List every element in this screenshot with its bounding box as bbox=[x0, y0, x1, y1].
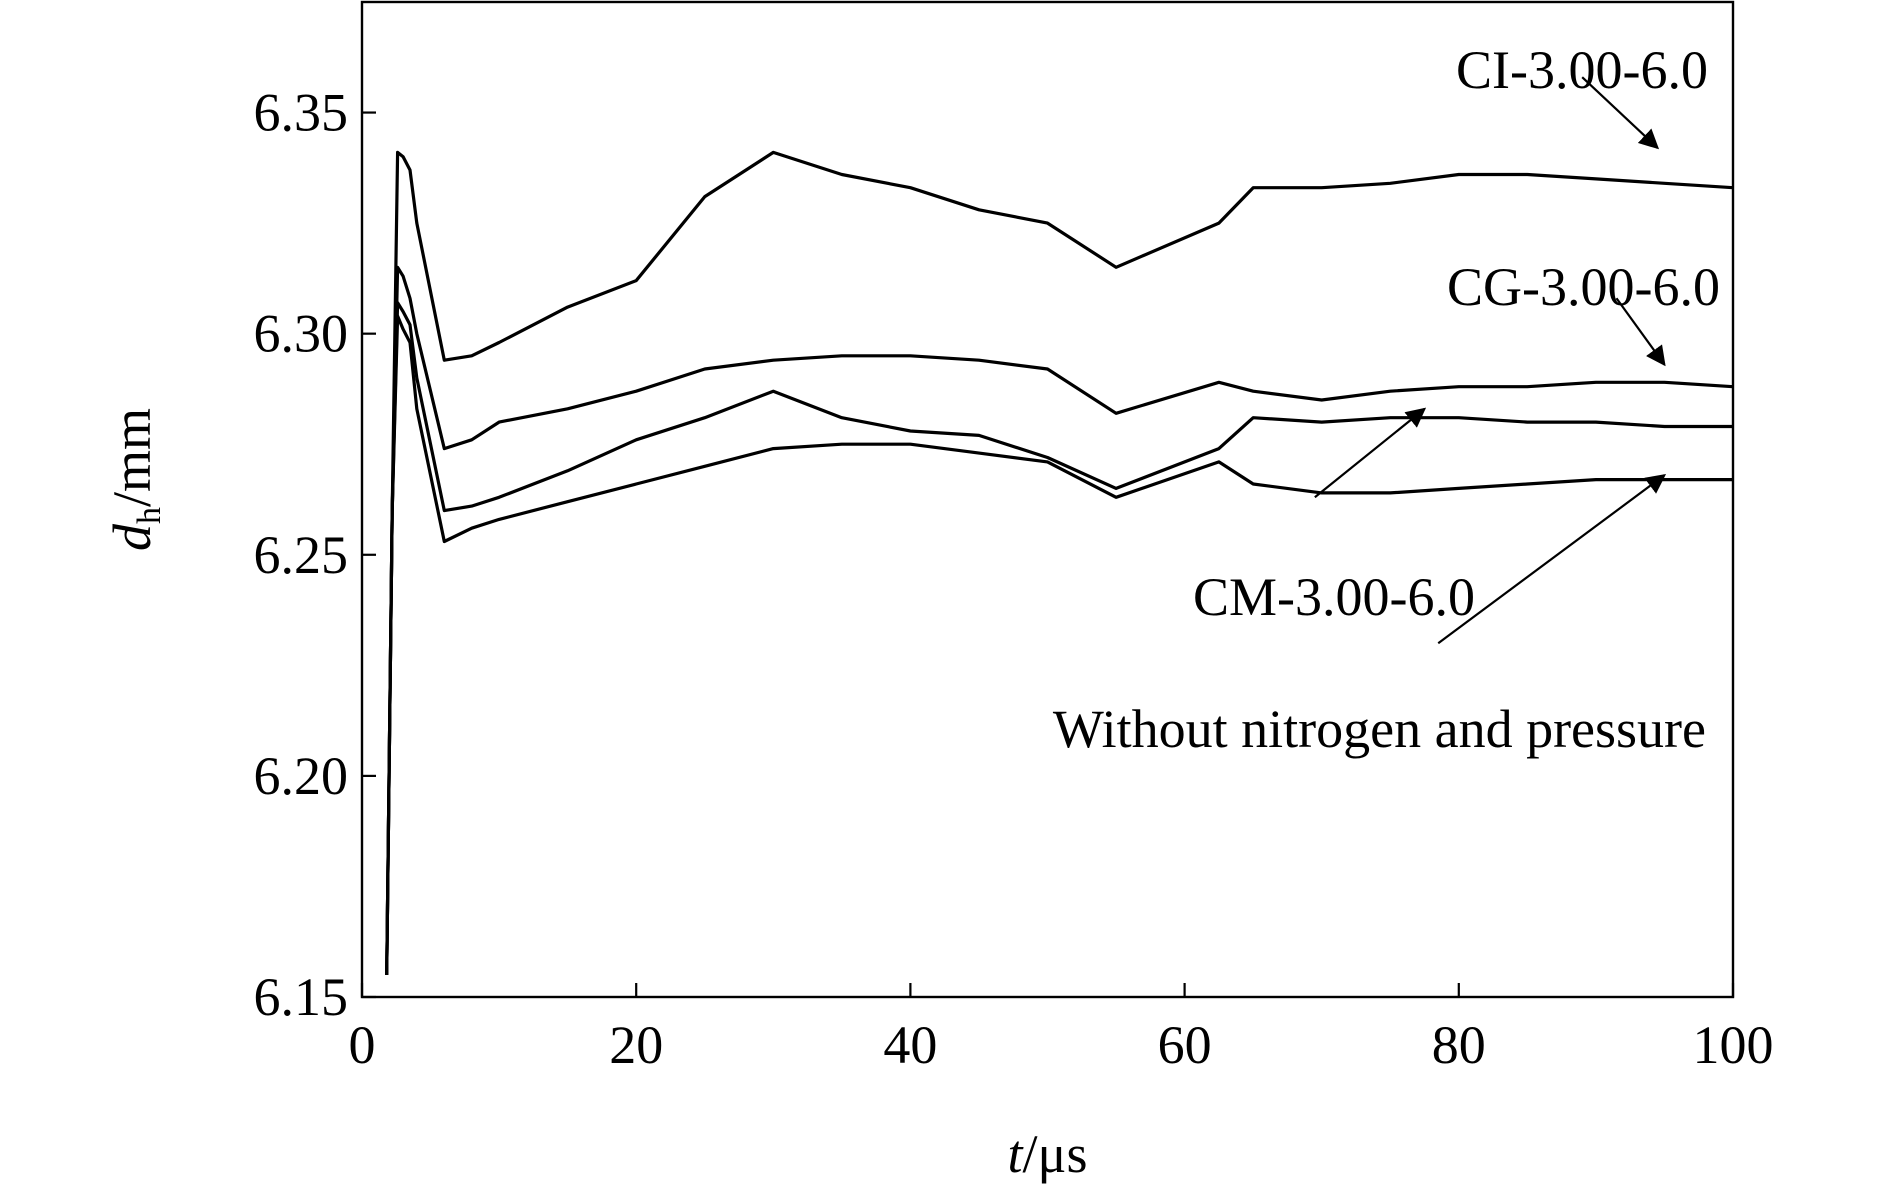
series-label-cm-3-00-6-0: CM-3.00-6.0 bbox=[1193, 567, 1475, 627]
arrow-ci-3-00-6-0 bbox=[1581, 76, 1660, 150]
arrow-cg-3-00-6-0 bbox=[1615, 297, 1666, 367]
x-tick-label: 80 bbox=[1432, 1015, 1486, 1075]
y-tick-label: 6.15 bbox=[254, 967, 349, 1027]
y-axis-subscript: h bbox=[131, 507, 168, 524]
x-axis-label: t/μs bbox=[1008, 1124, 1088, 1184]
series-line-ci-3-00-6-0 bbox=[385, 150, 1734, 975]
series-line-without-nitrogen-and-pressure bbox=[385, 314, 1733, 975]
arrow-cm-3-00-6-0 bbox=[1314, 407, 1427, 499]
x-tick-label: 20 bbox=[609, 1015, 663, 1075]
series-label-ci-3-00-6-0: CI-3.00-6.0 bbox=[1456, 40, 1708, 100]
series-label-without-nitrogen-and-pressure: Without nitrogen and pressure bbox=[1053, 699, 1706, 759]
x-axis-symbol: t bbox=[1008, 1124, 1025, 1184]
x-tick-label: 0 bbox=[349, 1015, 376, 1075]
series-line-cg-3-00-6-0 bbox=[385, 265, 1734, 975]
x-axis-unit: /μs bbox=[1023, 1124, 1088, 1184]
x-tick-label: 100 bbox=[1693, 1015, 1774, 1075]
y-tick-label: 6.35 bbox=[254, 83, 349, 143]
x-tick-label: 40 bbox=[883, 1015, 937, 1075]
y-tick-label: 6.30 bbox=[254, 304, 349, 364]
tick-layer: 0 20 40 60 80 100 6.15 6.20 6.25 6.30 6.35 bbox=[254, 83, 1774, 1075]
y-axis-unit: /mm bbox=[102, 408, 162, 507]
y-axis-symbol: d bbox=[102, 523, 162, 551]
annotation-layer: CI-3.00-6.0 CG-3.00-6.0 CM-3.00-6.0 Without… bbox=[1053, 40, 1720, 759]
arrow-without-nitrogen-and-pressure bbox=[1437, 473, 1667, 645]
y-tick-label: 6.25 bbox=[254, 525, 349, 585]
series-line-cm-3-00-6-0 bbox=[385, 301, 1733, 975]
series-label-cg-3-00-6-0: CG-3.00-6.0 bbox=[1447, 257, 1720, 317]
y-axis-label: dh/mm bbox=[102, 408, 168, 551]
plot-frame bbox=[360, 0, 1735, 999]
series-layer bbox=[385, 150, 1734, 975]
y-tick-label: 6.20 bbox=[254, 746, 349, 806]
x-tick-label: 60 bbox=[1158, 1015, 1212, 1075]
